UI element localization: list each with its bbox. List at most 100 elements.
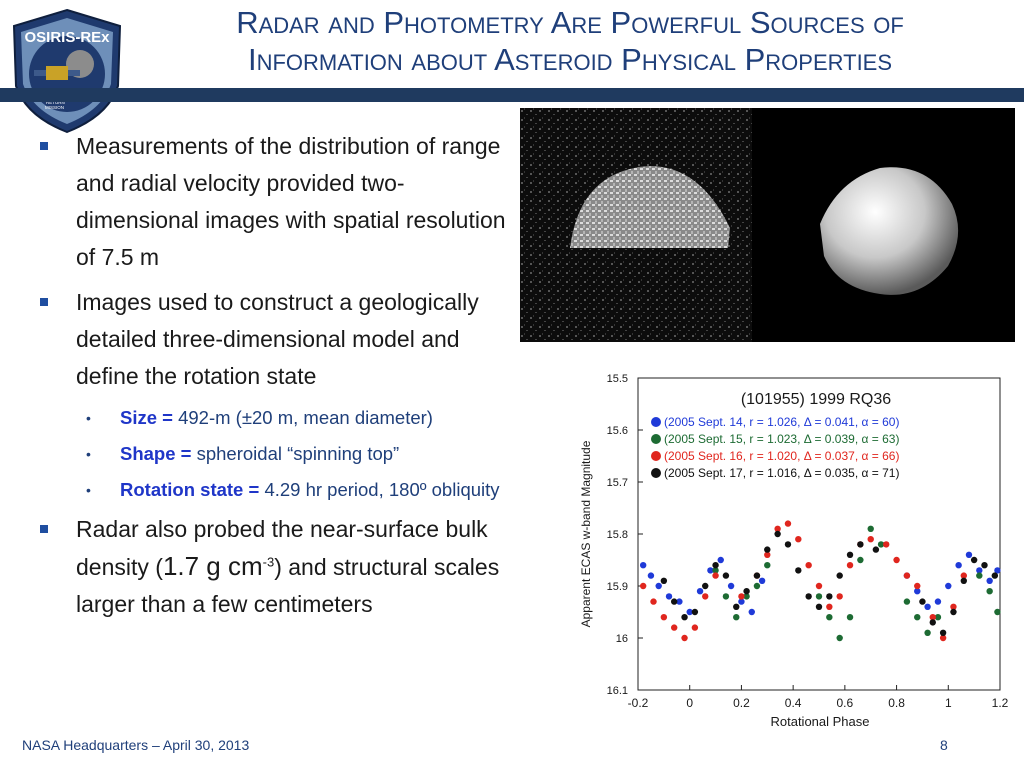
data-point [691, 624, 699, 631]
data-point [929, 614, 936, 621]
data-point [681, 614, 688, 621]
data-point [702, 582, 709, 590]
radar-image-panel [520, 108, 1015, 342]
legend-entry: (2005 Sept. 17, r = 1.016, Δ = 0.035, α … [664, 466, 899, 480]
bullet-density: Radar also probed the near-surface bulk … [36, 511, 514, 623]
data-point [836, 572, 843, 579]
legend-entry: (2005 Sept. 15, r = 1.023, Δ = 0.039, α … [664, 432, 899, 446]
chart-points [639, 520, 1001, 642]
chart-tick-labels: -0.2 0 0.2 0.4 0.6 0.8 1 1.2 15.5 15.6 15.7 15.8 15.… [607, 373, 1009, 710]
data-point [815, 582, 823, 590]
x-tick-label: 0 [686, 696, 693, 710]
data-point [914, 582, 921, 590]
data-point [846, 562, 854, 569]
data-point [883, 541, 890, 548]
slide-title: Radar and Photometry Are Powerful Source… [150, 4, 990, 78]
legend-entry: (2005 Sept. 16, r = 1.020, Δ = 0.037, α … [664, 449, 899, 463]
chart-title: (101955) 1999 RQ36 [741, 391, 891, 408]
data-point [903, 572, 911, 579]
data-point [846, 614, 854, 621]
data-point [903, 598, 911, 605]
data-point [712, 572, 719, 579]
x-tick-label: 1.2 [992, 696, 1009, 710]
data-point [929, 619, 936, 626]
data-point [826, 603, 833, 610]
data-point [696, 588, 704, 595]
data-point [717, 556, 724, 564]
data-point [950, 608, 957, 616]
data-point [686, 608, 693, 616]
data-point [872, 546, 880, 553]
data-point [836, 593, 843, 600]
y-tick-label: 15.7 [607, 477, 628, 489]
data-point [976, 572, 983, 579]
data-point [924, 603, 931, 610]
y-tick-label: 15.6 [607, 425, 628, 437]
lightcurve-chart: -0.2 0 0.2 0.4 0.6 0.8 1 1.2 15.5 15.6 15.7 15.8 15.… [579, 373, 1009, 729]
data-point [671, 624, 678, 631]
data-point [934, 598, 942, 605]
data-point [650, 598, 657, 605]
page-number: 8 [940, 737, 948, 753]
bullet-list: Measurements of the distribution of rang… [36, 128, 514, 631]
data-point [836, 634, 843, 642]
data-point [655, 582, 662, 590]
legend-entry: (2005 Sept. 14, r = 1.026, Δ = 0.041, α … [664, 415, 899, 429]
data-point [676, 598, 683, 605]
data-point [805, 562, 812, 569]
data-point [738, 598, 745, 605]
data-point [914, 588, 921, 595]
data-point [805, 593, 812, 600]
data-point [795, 567, 802, 574]
data-point [986, 588, 993, 595]
data-point [945, 582, 952, 590]
density-text-b: ) and structural scales larger than a fe… [76, 554, 500, 617]
data-point [976, 567, 983, 574]
radar-delay-doppler-echo [570, 166, 730, 248]
data-point [960, 577, 967, 584]
data-point [950, 603, 957, 610]
data-point [722, 593, 730, 600]
data-point [758, 577, 766, 584]
y-tick-label: 16 [616, 633, 628, 645]
x-tick-label: -0.2 [628, 696, 649, 710]
legend-marker [651, 451, 661, 461]
title-line-2: Information about Asteroid Physical Prop… [247, 42, 893, 77]
data-point [981, 562, 988, 569]
data-point [919, 598, 926, 605]
data-point [784, 541, 792, 548]
data-point [764, 551, 771, 558]
data-point [960, 572, 967, 579]
sub-bullet-rotation: Rotation state = 4.29 hr period, 180º ob… [36, 475, 514, 505]
rotation-label: Rotation state = [120, 479, 260, 500]
chart-legend: (2005 Sept. 14, r = 1.026, Δ = 0.041, α … [651, 415, 899, 480]
data-point [681, 634, 688, 642]
data-point [733, 603, 740, 610]
data-point [639, 582, 647, 590]
data-point [712, 567, 719, 574]
legend-marker [651, 434, 661, 444]
size-value: 492-m (±20 m, mean diameter) [178, 407, 433, 428]
x-tick-label: 0.2 [733, 696, 750, 710]
size-label: Size = [120, 407, 173, 428]
data-point [846, 551, 854, 558]
data-point [939, 629, 947, 636]
data-point [753, 572, 761, 579]
data-point [934, 614, 942, 621]
data-point [986, 577, 993, 584]
data-point [795, 536, 802, 543]
data-point [994, 567, 1001, 574]
data-point [774, 525, 781, 532]
data-point [727, 582, 735, 590]
x-tick-label: 1 [945, 696, 952, 710]
x-tick-label: 0.8 [888, 696, 905, 710]
density-exponent: -3 [262, 554, 275, 570]
legend-marker [651, 468, 661, 478]
logo-sub-4: MISSION [45, 105, 64, 110]
data-point [893, 556, 900, 564]
data-point [815, 603, 823, 610]
y-tick-label: 15.8 [607, 529, 628, 541]
data-point [867, 525, 874, 532]
footer-venue-date: NASA Headquarters – April 30, 2013 [22, 737, 250, 753]
x-tick-label: 0.4 [785, 696, 802, 710]
